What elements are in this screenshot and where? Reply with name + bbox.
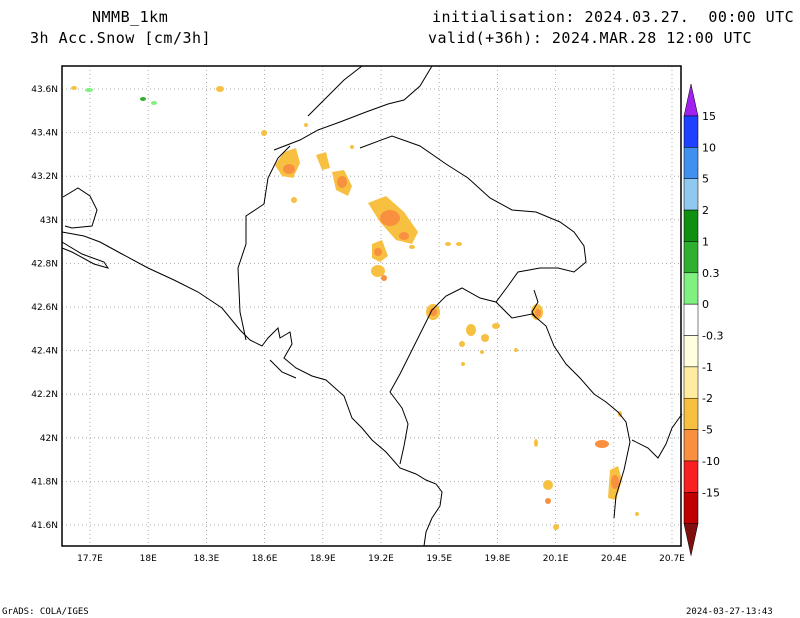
lon-tick-label: 18.6E <box>252 554 278 564</box>
lat-tick-label: 42N <box>40 434 58 444</box>
lat-tick-label: 42.2N <box>31 390 58 400</box>
longitude-labels: 17.7E 18E 18.3E 18.6E 18.9E 19.2E 19.5E 19.8E 20… <box>77 554 685 564</box>
colorbar-label: -10 <box>702 455 720 468</box>
colorbar-label: -5 <box>702 424 713 437</box>
latitude-labels: 43.6N 43.4N 43.2N 43N 42.8N 42.6N 42.4N 42.2N 42… <box>31 85 58 531</box>
colorbar-swatch <box>683 209 699 242</box>
colorbar-label: 0 <box>702 298 709 311</box>
colorbar-swatch <box>683 429 699 462</box>
init-time: initialisation: 2024.03.27. 00:00 UTC <box>432 8 795 26</box>
lon-tick-label: 19.5E <box>426 554 452 564</box>
valid-time: valid(+36h): 2024.MAR.28 12:00 UTC <box>428 29 753 47</box>
coastlines-borders <box>61 65 683 547</box>
lon-tick-label: 19.8E <box>485 554 511 564</box>
colorbar-label: 1 <box>702 235 709 248</box>
colorbar-bottom-triangle <box>683 523 699 556</box>
lon-tick-label: 17.7E <box>77 554 103 564</box>
colorbar-label: -0.3 <box>702 330 723 343</box>
lat-tick-label: 43.4N <box>31 129 58 139</box>
lat-tick-label: 42.4N <box>31 347 58 357</box>
colorbar-swatch <box>683 272 699 305</box>
lat-tick-label: 43.6N <box>31 85 58 95</box>
colorbar-label: 0.3 <box>702 267 720 280</box>
colorbar-swatch <box>683 178 699 211</box>
colorbar-label: -1 <box>702 361 713 374</box>
colorbar-label: 10 <box>702 141 716 154</box>
colorbar-swatch <box>683 366 699 399</box>
lon-tick-label: 18E <box>140 554 157 564</box>
variable-title: 3h Acc.Snow [cm/3h] <box>30 29 212 47</box>
colorbar-swatch <box>683 397 699 430</box>
colorbar-swatch <box>683 147 699 179</box>
colorbar-swatch <box>683 335 699 368</box>
colorbar-label: 5 <box>702 173 709 186</box>
footer-timestamp: 2024-03-27-13:43 <box>686 607 773 617</box>
lat-tick-label: 41.8N <box>31 477 58 487</box>
model-name: NMMB_1km <box>92 8 169 26</box>
snow-patches <box>71 86 639 530</box>
lat-tick-label: 43N <box>40 216 58 226</box>
lat-tick-label: 43.2N <box>31 172 58 182</box>
colorbar-label: 15 <box>702 110 716 123</box>
colorbar: 15 10 5 2 1 0.3 0 -0.3 -1 -2 -5 -10 -15 <box>683 83 723 556</box>
plot-frame <box>61 65 682 547</box>
lat-tick-label: 42.8N <box>31 259 58 269</box>
lon-tick-label: 18.3E <box>194 554 220 564</box>
colorbar-label: -15 <box>702 486 720 499</box>
lon-tick-label: 20.4E <box>601 554 627 564</box>
lon-tick-label: 19.2E <box>368 554 394 564</box>
colorbar-label: -2 <box>702 392 713 405</box>
lon-tick-label: 20.1E <box>543 554 569 564</box>
lon-tick-label: 20.7E <box>659 554 685 564</box>
colorbar-label: 2 <box>702 204 709 217</box>
footer-credit: GrADS: COLA/IGES <box>2 607 89 617</box>
graticule <box>62 66 681 546</box>
lon-tick-label: 18.9E <box>310 554 336 564</box>
colorbar-swatch <box>683 492 699 524</box>
colorbar-top-triangle <box>683 83 699 117</box>
lat-tick-label: 41.6N <box>31 521 58 531</box>
colorbar-swatch <box>683 460 699 493</box>
lat-tick-label: 42.6N <box>31 303 58 313</box>
colorbar-swatch <box>683 115 699 148</box>
colorbar-swatch <box>683 241 699 274</box>
colorbar-swatch <box>683 303 699 336</box>
